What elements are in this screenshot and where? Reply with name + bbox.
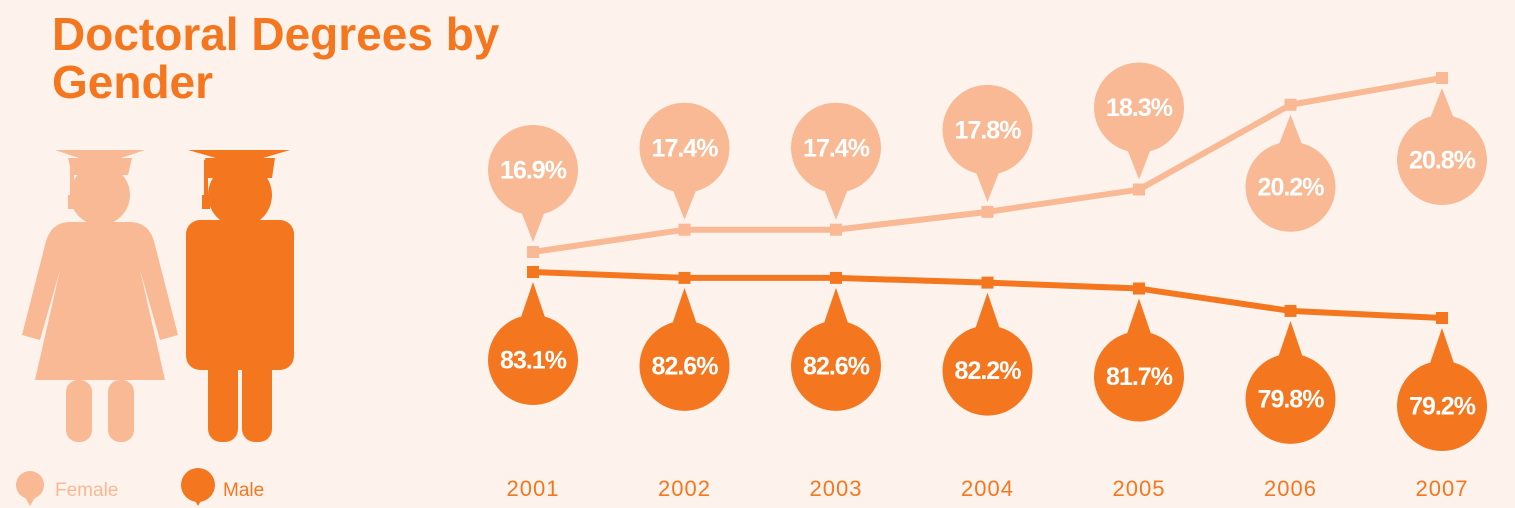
value-label-text: 81.7%	[1106, 363, 1173, 391]
legend-label: Male	[223, 480, 264, 501]
point-marker	[1284, 304, 1297, 317]
value-label: 16.9%	[488, 125, 578, 242]
point-marker	[1133, 183, 1145, 196]
legend-item: Female	[16, 471, 118, 506]
point-marker	[1133, 282, 1145, 295]
x-tick-label: 2007	[1416, 476, 1469, 501]
point-marker	[981, 276, 994, 289]
value-label-text: 79.8%	[1258, 386, 1325, 414]
value-label-text: 20.8%	[1409, 147, 1476, 175]
label-bubble	[639, 320, 730, 411]
point-marker	[1436, 312, 1448, 324]
label-bubble	[488, 315, 578, 405]
value-label-text: 20.2%	[1258, 173, 1325, 201]
label-bubble	[942, 84, 1033, 175]
value-label: 17.4%	[791, 102, 881, 220]
label-bubble	[1094, 62, 1184, 153]
value-label-text: 16.9%	[500, 157, 567, 185]
point-marker	[527, 266, 539, 278]
value-label-text: 82.2%	[955, 357, 1022, 385]
label-bubble	[1397, 361, 1487, 451]
label-bubble	[1245, 141, 1336, 232]
label-bubble	[488, 125, 578, 215]
value-label: 81.7%	[1094, 298, 1184, 422]
label-bubble	[1397, 115, 1487, 205]
value-label-text: 17.4%	[803, 134, 870, 162]
value-label: 17.8%	[942, 84, 1033, 202]
value-label: 79.8%	[1245, 320, 1336, 444]
label-bubble	[1094, 331, 1184, 422]
value-label: 79.2%	[1397, 328, 1487, 451]
value-label-text: 17.4%	[652, 134, 719, 162]
value-label-text: 17.8%	[955, 116, 1022, 144]
value-label: 83.1%	[488, 282, 578, 405]
point-marker	[678, 271, 691, 284]
x-tick-label: 2005	[1113, 476, 1166, 501]
point-marker	[527, 246, 539, 258]
label-bubble	[942, 325, 1033, 416]
x-tick-label: 2002	[658, 476, 711, 501]
label-bubble	[791, 320, 881, 411]
legend-item: Male	[181, 468, 264, 506]
value-label: 82.2%	[942, 292, 1033, 416]
female-figure	[22, 150, 178, 442]
x-tick-label: 2004	[961, 476, 1014, 501]
label-bubble	[791, 102, 881, 193]
value-label-text: 18.3%	[1106, 94, 1173, 122]
value-label: 20.2%	[1245, 114, 1336, 232]
value-label: 20.8%	[1397, 88, 1487, 205]
chart-title: Doctoral Degrees by Gender	[52, 8, 500, 108]
legend-swatch	[181, 468, 215, 502]
legend-swatch	[16, 471, 44, 499]
label-bubble	[1245, 353, 1336, 444]
value-label-text: 79.2%	[1409, 393, 1476, 421]
point-marker	[981, 205, 994, 218]
x-tick-label: 2001	[507, 476, 560, 501]
legend-label: Female	[55, 480, 118, 501]
value-label-text: 83.1%	[500, 347, 567, 375]
value-label: 18.3%	[1094, 62, 1184, 180]
label-bubble	[639, 102, 730, 193]
point-marker	[1436, 72, 1448, 84]
point-marker	[678, 223, 691, 236]
point-marker	[1284, 98, 1297, 111]
x-tick-label: 2003	[810, 476, 863, 501]
x-tick-label: 2006	[1264, 476, 1317, 501]
value-label: 82.6%	[639, 287, 730, 411]
value-label: 17.4%	[639, 102, 730, 220]
value-label: 82.6%	[791, 287, 881, 411]
male-figure	[186, 150, 294, 442]
point-marker	[830, 271, 842, 284]
value-label-text: 82.6%	[803, 353, 870, 381]
value-label-text: 82.6%	[652, 353, 719, 381]
point-marker	[830, 223, 842, 236]
